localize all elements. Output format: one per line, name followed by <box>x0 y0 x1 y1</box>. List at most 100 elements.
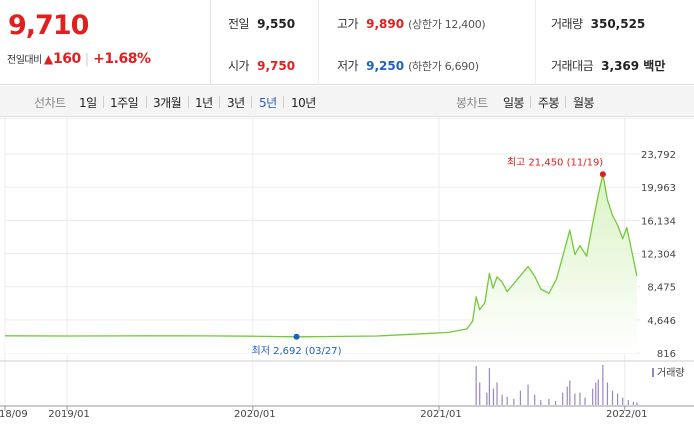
period-separator <box>146 96 147 108</box>
volume-bar <box>617 393 619 405</box>
period-1y-tab[interactable]: 1년 <box>195 96 213 110</box>
volume-bar <box>579 392 581 405</box>
volume-bar <box>513 398 515 405</box>
trade-value-value: 3,369 백만 <box>601 59 666 73</box>
upper-limit: (상한가 12,400) <box>408 18 486 31</box>
volume-bar <box>592 388 594 405</box>
volume-panel: 거래량 <box>475 364 685 405</box>
trade-value-cell: 거래대금 3,369 백만 <box>551 57 665 74</box>
x-tick-label: 2020/01 <box>234 409 276 420</box>
quote-divider <box>535 0 536 85</box>
volume-bar <box>475 366 477 405</box>
volume-legend-label: 거래량 <box>657 367 685 379</box>
volume-bar <box>574 393 576 405</box>
x-tick-label: 2021/01 <box>420 409 462 420</box>
candle-daily-tab[interactable]: 일봉 <box>503 96 525 110</box>
volume-bar <box>627 400 629 405</box>
period-1w-tab[interactable]: 1주일 <box>110 96 139 110</box>
prev-close-value: 9,550 <box>257 17 296 31</box>
period-separator <box>530 96 531 108</box>
volume-bar <box>486 392 488 405</box>
up-arrow-icon: ▲ <box>43 52 54 66</box>
stock-price-chart[interactable]: 23,792 19,963 16,134 12,304 8,475 4,646 816 201… <box>0 118 694 435</box>
period-10y-tab[interactable]: 10년 <box>291 96 316 110</box>
volume-bar <box>562 392 564 405</box>
annotations: 최고 21,450 (11/19) 최저 2,692 (03/27) <box>252 156 606 357</box>
period-separator <box>219 96 220 108</box>
x-tick-label: 2022/01 <box>606 409 648 420</box>
period-separator <box>251 96 252 108</box>
period-separator <box>565 96 566 108</box>
volume-value: 350,525 <box>590 17 646 31</box>
open-label: 시가 <box>228 59 250 73</box>
volume-bar <box>548 398 550 405</box>
volume-bar <box>496 382 498 405</box>
candle-weekly-tab[interactable]: 주봉 <box>538 96 560 110</box>
volume-bar <box>501 394 503 405</box>
change-value: 160 <box>53 51 81 67</box>
period-3y-tab[interactable]: 3년 <box>227 96 245 110</box>
volume-bar <box>622 397 624 405</box>
y-tick-label: 4,646 <box>647 316 676 327</box>
y-tick-label: 8,475 <box>647 283 676 294</box>
high-annotation: 최고 21,450 (11/19) <box>507 156 603 168</box>
current-price: 9,710 <box>8 10 89 41</box>
change-row: 전일대비 ▲ 160 | +1.68% <box>7 51 151 67</box>
period-toolbar: 선차트 1일 1주일 3개월 1년 3년 5년 10년 봉차트 일봉 주봉 월봉 <box>0 86 694 117</box>
period-separator <box>188 96 189 108</box>
volume-bar <box>584 397 586 405</box>
y-tick-label: 19,963 <box>641 183 676 194</box>
volume-bar <box>492 388 495 405</box>
open-cell: 시가 9,750 <box>228 57 295 74</box>
lower-limit: (하한가 6,690) <box>408 60 479 73</box>
y-tick-label: 816 <box>657 349 676 360</box>
volume-bar <box>597 379 599 405</box>
price-line <box>4 173 638 338</box>
volume-bar <box>569 380 571 405</box>
volume-legend-swatch <box>652 368 654 377</box>
high-value: 9,890 <box>366 17 405 31</box>
period-3m-tab[interactable]: 3개월 <box>153 96 182 110</box>
period-5y-tab[interactable]: 5년 <box>259 96 277 110</box>
period-separator <box>283 96 284 108</box>
line-chart-label: 선차트 <box>34 96 66 110</box>
low-label: 저가 <box>337 59 359 73</box>
price-summary: 9,710 전일대비 ▲ 160 | +1.68% <box>0 0 211 85</box>
low-marker <box>293 333 300 340</box>
low-annotation: 최저 2,692 (03/27) <box>252 345 342 357</box>
candle-chart-label: 봉차트 <box>456 96 488 110</box>
trade-value-label: 거래대금 <box>551 59 594 73</box>
prev-close-label: 전일 <box>228 17 250 31</box>
y-tick-label: 16,134 <box>641 216 676 227</box>
change-divider: | <box>84 52 90 67</box>
volume-bar <box>534 394 536 405</box>
high-label: 고가 <box>337 17 359 31</box>
y-tick-label: 23,792 <box>641 150 676 161</box>
candle-monthly-tab[interactable]: 월봉 <box>573 96 595 110</box>
period-separator <box>103 96 104 108</box>
axes: 23,792 19,963 16,134 12,304 8,475 4,646 816 201… <box>0 118 694 420</box>
open-value: 9,750 <box>257 59 296 73</box>
volume-label: 거래량 <box>551 17 583 31</box>
price-area <box>4 173 638 353</box>
volume-bar <box>527 384 529 405</box>
volume-bar <box>519 390 522 405</box>
volume-bar <box>602 364 604 405</box>
volume-bar <box>636 402 638 405</box>
period-1d-tab[interactable]: 1일 <box>79 96 97 110</box>
price-area-fill <box>5 174 637 353</box>
volume-bar <box>554 400 557 405</box>
change-percent: +1.68% <box>93 51 151 67</box>
volume-cell: 거래량 350,525 <box>551 15 645 32</box>
low-value: 9,250 <box>366 59 405 73</box>
y-tick-label: 12,304 <box>641 250 676 261</box>
volume-bar <box>566 386 568 405</box>
x-tick-label: 2018/09 <box>0 409 28 420</box>
volume-bar <box>595 382 597 405</box>
volume-bar <box>540 400 542 405</box>
volume-bar <box>611 390 614 405</box>
low-cell: 저가 9,250 (하한가 6,690) <box>337 57 479 74</box>
quote-divider <box>318 0 319 85</box>
volume-bar <box>506 396 508 405</box>
prev-close-cell: 전일 9,550 <box>228 15 295 32</box>
